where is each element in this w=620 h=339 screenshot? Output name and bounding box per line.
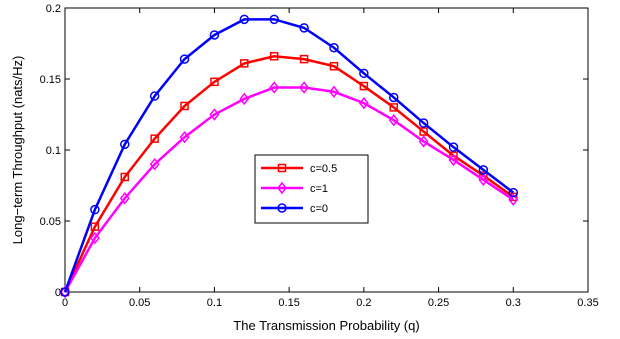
data-point <box>508 193 519 206</box>
data-point <box>179 54 190 64</box>
data-point <box>89 231 100 245</box>
legend-item: c=0 <box>261 203 328 215</box>
y-tick-label: 0.15 <box>40 74 61 86</box>
data-point <box>269 14 279 25</box>
legend-label: c=0 <box>310 203 328 215</box>
axis-ticks: 0 0.05 0.1 0.15 0.2 0.25 0.3 0.35 0 0.05 0.1 0.15 0.… <box>40 3 599 309</box>
y-tick-label: 0.1 <box>46 145 61 157</box>
data-point <box>269 81 280 94</box>
data-point <box>149 91 160 101</box>
data-point <box>388 113 399 127</box>
data-point <box>358 96 369 110</box>
legend-marker <box>277 181 287 195</box>
data-point <box>60 287 70 297</box>
data-point <box>120 172 130 182</box>
x-tick-label: 0.25 <box>428 297 449 309</box>
data-point <box>269 52 279 61</box>
data-point <box>299 81 310 94</box>
data-point <box>209 30 220 40</box>
legend-marker <box>277 203 287 213</box>
x-axis-label: The Transmission Probability (q) <box>233 318 419 333</box>
y-tick-label: 0.2 <box>46 3 61 15</box>
data-point <box>299 23 309 33</box>
data-point <box>359 81 369 91</box>
x-tick-label: 0.1 <box>207 297 222 309</box>
data-point <box>329 43 339 53</box>
data-point <box>90 204 100 215</box>
data-point <box>60 285 70 299</box>
legend-item: c=1 <box>261 181 328 195</box>
legend: c=0.5 c=1 c=0 <box>254 154 369 224</box>
data-point <box>209 108 220 121</box>
legend-label: c=0.5 <box>310 163 337 175</box>
data-point <box>149 157 160 171</box>
data-point <box>299 54 309 64</box>
x-tick-label: 0 <box>62 297 68 309</box>
y-axis-label: Long−term Throughput (nats/Hz) <box>10 56 25 245</box>
data-point <box>448 142 459 152</box>
series-line <box>63 86 514 293</box>
series-line <box>63 18 515 293</box>
data-point <box>90 222 100 231</box>
data-point <box>210 77 219 87</box>
data-point <box>419 127 428 136</box>
data-point <box>389 103 398 112</box>
plot-area <box>64 7 589 293</box>
data-point <box>119 192 130 205</box>
series-c=0 <box>60 14 519 297</box>
data-point <box>180 101 189 111</box>
x-tick-label: 0.35 <box>577 297 598 309</box>
x-tick-label: 0.05 <box>129 297 150 309</box>
y-tick-label: 0.05 <box>40 216 61 228</box>
data-point <box>329 61 339 71</box>
data-point <box>239 92 250 106</box>
series-layer <box>60 14 519 299</box>
legend-item: c=0.5 <box>261 163 337 175</box>
x-tick-label: 0.3 <box>506 297 521 309</box>
legend-label: c=1 <box>310 183 328 195</box>
data-point <box>508 187 519 198</box>
series-line <box>63 55 515 293</box>
data-point <box>448 153 459 167</box>
legend-marker <box>277 163 287 173</box>
data-point <box>418 118 429 128</box>
data-point <box>120 139 130 150</box>
y-tick-label: 0 <box>55 287 61 299</box>
data-point <box>240 59 249 68</box>
data-point <box>478 173 489 187</box>
data-point <box>239 14 250 25</box>
data-point <box>329 85 339 98</box>
data-point <box>478 165 489 175</box>
data-point <box>359 68 369 79</box>
x-tick-label: 0.15 <box>278 297 299 309</box>
series-c=1 <box>60 81 519 299</box>
x-tick-label: 0.2 <box>356 297 371 309</box>
data-point <box>388 92 399 103</box>
data-point <box>418 135 429 148</box>
data-point <box>150 134 159 143</box>
data-point <box>179 131 190 144</box>
